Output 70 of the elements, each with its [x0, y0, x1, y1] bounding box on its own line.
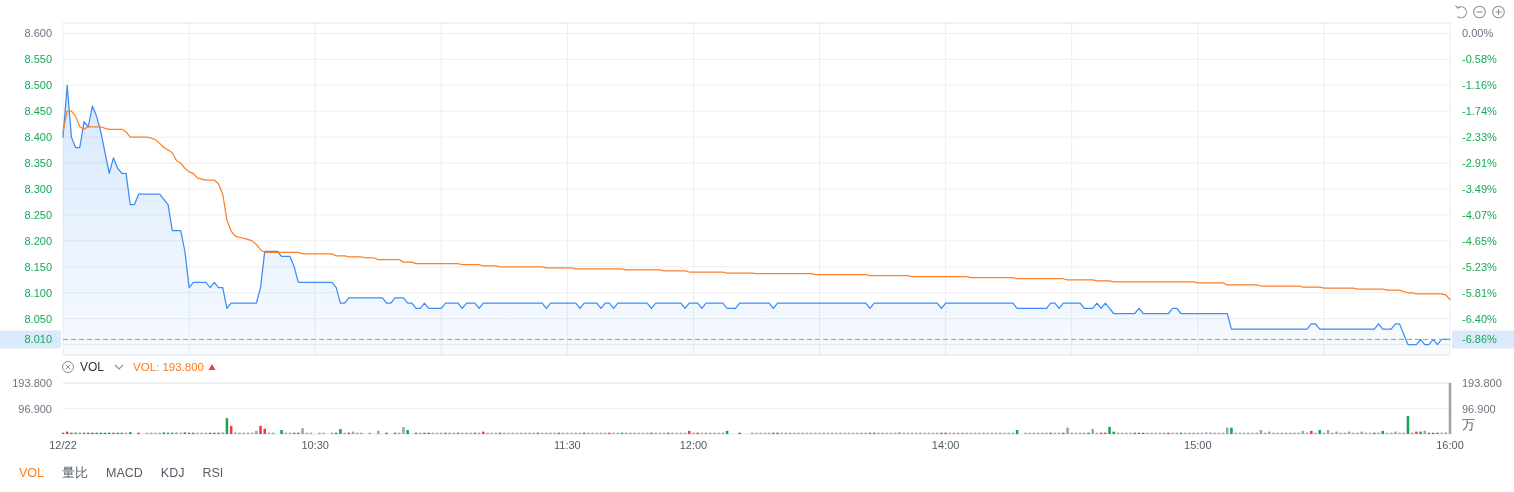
y-tick-label: 193.800: [12, 377, 52, 389]
x-tick-label: 12/22: [49, 439, 77, 451]
bar: [1381, 430, 1385, 434]
bar: [263, 428, 266, 434]
y-tick-label: 8.150: [24, 260, 52, 273]
y-tick-label: 8.500: [24, 79, 52, 92]
bar: [255, 430, 258, 434]
bar: [1415, 431, 1418, 434]
bar: [1066, 427, 1069, 434]
bar: [1225, 427, 1229, 434]
x-tick-label: 16:00: [1436, 439, 1464, 451]
ref-line-label: 8.010: [24, 333, 52, 346]
y2-tick-label: -2.33%: [1462, 131, 1498, 144]
bar: [1394, 431, 1397, 434]
line-series: [62, 110, 1451, 301]
x-tick-label: 10:30: [301, 439, 329, 451]
text: KDJ: [160, 466, 185, 480]
y-tick-label: 8.400: [24, 131, 52, 144]
y-tick-label: 8.250: [24, 208, 52, 221]
bar: [1318, 430, 1321, 434]
bar: [402, 427, 405, 434]
chart-subtitle: VOL: 193.800: [133, 361, 204, 373]
bar: [1230, 427, 1233, 434]
y2-tick-label: 0.00%: [1462, 27, 1494, 40]
x-tick-label: 11:30: [554, 439, 581, 451]
text: RSI: [202, 466, 224, 480]
y-tick-label: 8.050: [24, 312, 52, 325]
y-tick-label: 96.900: [18, 402, 52, 415]
bar: [1360, 431, 1363, 434]
y-tick-label: 8.100: [24, 286, 52, 299]
bar: [1268, 431, 1271, 434]
y2-tick-label: -3.49%: [1462, 183, 1498, 195]
x-tick-label: 12:00: [679, 439, 708, 451]
chart-title: VOL: [80, 360, 105, 374]
bar: [259, 425, 262, 434]
y2-tick-label: -6.86%: [1462, 333, 1498, 346]
y-tick-label: 8.600: [24, 27, 52, 40]
bar: [301, 428, 304, 434]
bar: [339, 429, 342, 434]
y-tick-label: 8.550: [24, 53, 52, 66]
y2-tick-label: -6.40%: [1462, 312, 1498, 325]
y2-tick-label: 193.800: [1462, 377, 1502, 389]
text: MACD: [106, 466, 143, 480]
y2-tick-label: -5.23%: [1462, 260, 1498, 273]
bar: [1419, 431, 1422, 434]
y2-tick-label: -2.91%: [1462, 157, 1498, 170]
y2-tick-label: -4.07%: [1462, 208, 1498, 221]
y2-tick-label: -5.81%: [1462, 286, 1498, 299]
text: 量比: [62, 466, 89, 480]
bar: [687, 430, 691, 434]
y2-tick-label: -0.58%: [1462, 53, 1498, 66]
bar: [1310, 430, 1313, 434]
y2-tick-label: 96.900: [1462, 402, 1496, 415]
bar: [1091, 429, 1094, 434]
bar: [280, 430, 283, 434]
y-tick-label: 8.350: [24, 157, 52, 170]
bar: [1108, 426, 1111, 434]
x-tick-label: 15:00: [1184, 439, 1212, 451]
y2-axis-title: 万: [1462, 416, 1475, 432]
bar: [482, 431, 485, 434]
y2-tick-label: -4.65%: [1462, 234, 1498, 247]
y-tick-label: 8.450: [24, 105, 52, 118]
bar: [1335, 431, 1338, 434]
text: VOL: [19, 466, 45, 480]
x-tick-label: 14:00: [931, 439, 960, 451]
y-tick-label: 8.200: [24, 234, 52, 247]
y2-tick-label: -1.16%: [1462, 79, 1498, 92]
bar: [406, 430, 409, 434]
y2-tick-label: -1.74%: [1462, 104, 1498, 117]
y-tick-label: 8.300: [24, 183, 52, 195]
